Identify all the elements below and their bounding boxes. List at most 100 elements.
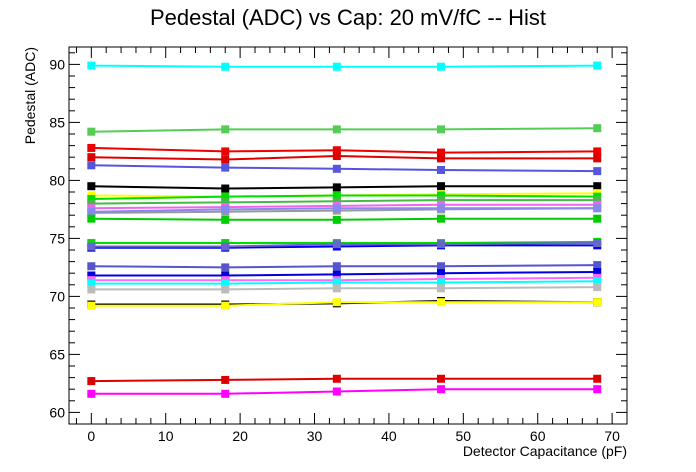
data-point — [87, 207, 96, 216]
data-point — [437, 214, 445, 223]
data-point — [332, 270, 341, 279]
data-point — [87, 199, 96, 208]
data-point — [87, 301, 96, 310]
data-point — [593, 385, 602, 394]
x-tick-label: 70 — [604, 428, 620, 444]
series-8 — [87, 196, 602, 208]
series-line — [91, 127, 598, 133]
y-tick-label: 60 — [49, 404, 65, 420]
data-point — [332, 197, 341, 206]
data-point — [437, 125, 445, 134]
data-point — [332, 240, 341, 249]
data-point — [437, 196, 445, 205]
data-point — [87, 182, 96, 191]
x-axis-label: Detector Capacitance (pF) — [463, 443, 627, 459]
data-point — [221, 125, 230, 134]
series-16 — [87, 261, 602, 272]
x-axis: 0 10 20 30 40 50 60 70 — [75, 47, 628, 444]
data-point — [87, 143, 96, 152]
data-point — [437, 374, 445, 383]
data-point — [87, 285, 96, 294]
data-point — [87, 377, 96, 386]
data-point — [437, 182, 445, 191]
series-line — [91, 154, 598, 161]
data-point — [332, 183, 341, 192]
series-line — [91, 64, 598, 68]
data-point — [593, 167, 602, 176]
data-point — [593, 204, 602, 213]
data-point — [221, 271, 230, 280]
x-tick-label: 60 — [530, 428, 546, 444]
data-point — [87, 242, 96, 251]
data-point — [87, 214, 96, 223]
series-19 — [87, 277, 602, 288]
data-point — [221, 192, 230, 201]
data-point — [332, 215, 341, 224]
data-point — [593, 214, 602, 223]
data-point — [221, 147, 230, 156]
data-point — [87, 279, 96, 288]
series-line — [91, 264, 598, 269]
data-point — [332, 146, 341, 155]
data-point — [332, 387, 341, 396]
series-3 — [87, 152, 602, 164]
data-point — [593, 283, 602, 292]
series-15 — [87, 239, 602, 251]
y-axis: 60 65 70 75 80 85 90 — [49, 52, 627, 425]
data-point — [221, 279, 230, 288]
data-point — [87, 61, 96, 70]
data-point — [437, 165, 445, 174]
series-line — [91, 185, 598, 190]
data-point — [437, 62, 445, 71]
data-point — [593, 147, 602, 156]
data-point — [221, 215, 230, 224]
x-tick-label: 10 — [158, 428, 174, 444]
data-point — [332, 191, 341, 200]
chart-title: Pedestal (ADC) vs Cap: 20 mV/fC -- Hist — [150, 5, 546, 30]
series-line — [91, 164, 598, 173]
data-point — [437, 298, 445, 307]
series-line — [91, 199, 598, 205]
series-23 — [87, 374, 602, 386]
data-point — [221, 198, 230, 207]
data-point — [437, 269, 445, 278]
series-line — [91, 146, 598, 154]
data-point — [87, 194, 96, 203]
data-point — [437, 240, 445, 249]
series-24 — [87, 385, 602, 398]
data-point — [87, 161, 96, 170]
data-point — [221, 184, 230, 193]
series-0 — [87, 61, 602, 71]
data-point — [437, 278, 445, 287]
y-tick-label: 90 — [49, 56, 65, 72]
data-point — [593, 277, 602, 286]
series-line — [91, 217, 598, 221]
data-point — [593, 374, 602, 383]
data-point — [87, 262, 96, 271]
series-5 — [87, 182, 602, 193]
data-point — [593, 239, 602, 248]
data-point — [437, 191, 445, 200]
data-point — [332, 298, 341, 307]
data-point — [221, 375, 230, 384]
data-point — [221, 163, 230, 172]
y-tick-label: 85 — [49, 114, 65, 130]
series-11 — [87, 204, 602, 216]
data-point — [332, 262, 341, 271]
data-point — [332, 152, 341, 161]
plot-frame — [68, 46, 628, 425]
y-tick-label: 65 — [49, 346, 65, 362]
data-point — [437, 385, 445, 394]
data-point — [437, 154, 445, 163]
data-point — [593, 268, 602, 277]
x-tick-label: 30 — [307, 428, 323, 444]
data-point — [221, 205, 230, 214]
data-point — [332, 62, 341, 71]
y-tick-label: 75 — [49, 230, 65, 246]
data-point — [87, 389, 96, 398]
series-20 — [87, 283, 602, 294]
series-2 — [87, 143, 602, 157]
series-22 — [87, 298, 602, 310]
